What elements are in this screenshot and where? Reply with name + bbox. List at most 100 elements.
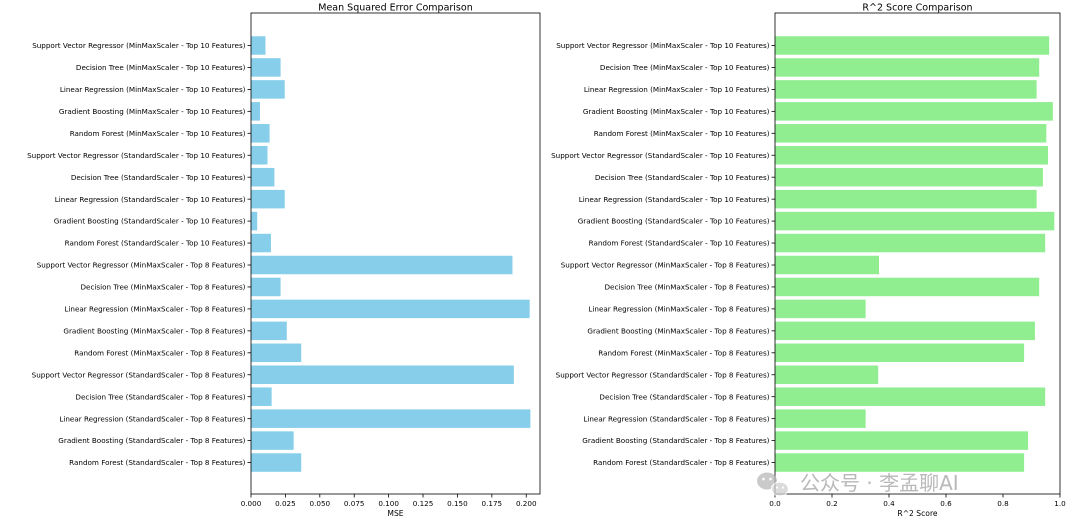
bar-mse-8 xyxy=(251,211,258,231)
category-label-mse-14: Random Forest (MinMaxScaler - Top 8 Feat… xyxy=(74,348,245,357)
category-label-r2-4: Random Forest (MinMaxScaler - Top 10 Fea… xyxy=(594,129,770,138)
xtick-label-mse-8: 0.200 xyxy=(516,499,537,508)
category-label-mse-1: Decision Tree (MinMaxScaler - Top 10 Fea… xyxy=(76,63,246,72)
bar-mse-17 xyxy=(251,409,531,428)
category-label-r2-17: Linear Regression (StandardScaler - Top … xyxy=(583,414,769,423)
category-label-r2-12: Linear Regression (MinMaxScaler - Top 8 … xyxy=(588,305,769,314)
category-label-mse-16: Decision Tree (StandardScaler - Top 8 Fe… xyxy=(75,392,245,401)
bar-r2-2 xyxy=(775,80,1037,99)
category-label-r2-8: Gradient Boosting (StandardScaler - Top … xyxy=(578,217,770,226)
chart-panel-r2: R^2 Score Comparison Support Vector Regre… xyxy=(551,3,1066,519)
bar-r2-15 xyxy=(775,365,879,384)
bar-mse-18 xyxy=(251,431,294,450)
watermark-text: 公众号 · 李孟聊AI xyxy=(800,471,959,495)
bar-r2-9 xyxy=(775,233,1046,253)
xtick-label-r2-1: 0.2 xyxy=(826,499,837,508)
bar-mse-15 xyxy=(251,365,514,384)
xtick-label-mse-6: 0.150 xyxy=(447,499,468,508)
axes-frame-r2 xyxy=(774,12,1061,495)
category-label-mse-8: Gradient Boosting (StandardScaler - Top … xyxy=(54,217,246,226)
category-label-mse-15: Support Vector Regressor (StandardScaler… xyxy=(32,370,246,379)
xtick-label-r2-5: 1.0 xyxy=(1054,499,1066,508)
category-label-mse-2: Linear Regression (MinMaxScaler - Top 10… xyxy=(60,85,246,94)
bar-r2-7 xyxy=(775,189,1037,209)
xtick-label-mse-5: 0.125 xyxy=(413,499,434,508)
bar-mse-12 xyxy=(251,299,530,319)
category-label-r2-2: Linear Regression (MinMaxScaler - Top 10… xyxy=(584,85,770,94)
category-label-r2-14: Random Forest (MinMaxScaler - Top 8 Feat… xyxy=(598,348,769,357)
xtick-label-r2-4: 0.8 xyxy=(997,499,1009,508)
bar-r2-17 xyxy=(775,409,866,428)
bar-mse-14 xyxy=(251,343,302,363)
category-label-r2-18: Gradient Boosting (StandardScaler - Top … xyxy=(582,436,769,445)
xtick-label-mse-7: 0.175 xyxy=(482,499,503,508)
bar-r2-18 xyxy=(775,431,1029,450)
bar-mse-7 xyxy=(251,189,285,209)
bar-r2-14 xyxy=(775,343,1025,363)
category-label-mse-19: Random Forest (StandardScaler - Top 8 Fe… xyxy=(69,458,246,467)
xtick-label-mse-4: 0.100 xyxy=(378,499,399,508)
bar-mse-6 xyxy=(251,167,275,187)
category-label-r2-9: Random Forest (StandardScaler - Top 10 F… xyxy=(589,239,770,248)
bar-mse-0 xyxy=(251,36,266,55)
category-label-mse-12: Linear Regression (MinMaxScaler - Top 8 … xyxy=(64,305,245,314)
category-label-r2-5: Support Vector Regressor (StandardScaler… xyxy=(551,151,770,160)
xtick-label-mse-2: 0.050 xyxy=(310,499,331,508)
category-label-mse-0: Support Vector Regressor (MinMaxScaler -… xyxy=(32,41,246,50)
bar-r2-16 xyxy=(775,387,1046,406)
x-axis-label-r2: R^2 Score xyxy=(897,509,937,518)
watermark: 公众号 · 李孟聊AI xyxy=(757,471,959,497)
bar-r2-0 xyxy=(775,36,1050,55)
category-label-mse-11: Decision Tree (MinMaxScaler - Top 8 Feat… xyxy=(81,283,246,292)
bar-r2-11 xyxy=(775,277,1040,297)
category-label-r2-16: Decision Tree (StandardScaler - Top 8 Fe… xyxy=(599,392,769,401)
bar-r2-3 xyxy=(775,102,1053,121)
bar-r2-1 xyxy=(775,58,1040,77)
category-label-mse-10: Support Vector Regressor (MinMaxScaler -… xyxy=(37,261,246,270)
category-label-mse-3: Gradient Boosting (MinMaxScaler - Top 10… xyxy=(59,107,246,116)
category-label-r2-11: Decision Tree (MinMaxScaler - Top 8 Feat… xyxy=(605,283,770,292)
bar-mse-10 xyxy=(251,255,513,275)
category-label-r2-19: Random Forest (StandardScaler - Top 8 Fe… xyxy=(593,458,770,467)
bar-mse-19 xyxy=(251,453,302,472)
bar-r2-19 xyxy=(775,453,1025,472)
chart-title-mse: Mean Squared Error Comparison xyxy=(318,3,472,14)
x-axis-label-mse: MSE xyxy=(387,509,403,518)
wechat-icon xyxy=(757,472,790,497)
bar-mse-4 xyxy=(251,124,270,143)
xtick-label-r2-0: 0.0 xyxy=(769,499,781,508)
xtick-label-mse-1: 0.025 xyxy=(275,499,296,508)
bar-r2-12 xyxy=(775,299,866,319)
bar-mse-11 xyxy=(251,277,281,297)
bar-mse-16 xyxy=(251,387,272,406)
bar-mse-1 xyxy=(251,58,281,77)
category-label-r2-1: Decision Tree (MinMaxScaler - Top 10 Fea… xyxy=(600,63,770,72)
category-label-mse-4: Random Forest (MinMaxScaler - Top 10 Fea… xyxy=(70,129,246,138)
category-label-mse-7: Linear Regression (StandardScaler - Top … xyxy=(55,195,246,204)
chart-panel-mse: Mean Squared Error Comparison Support Vec… xyxy=(27,3,541,518)
category-label-mse-6: Decision Tree (StandardScaler - Top 10 F… xyxy=(71,173,246,182)
bar-r2-8 xyxy=(775,211,1055,231)
xtick-label-mse-3: 0.075 xyxy=(344,499,365,508)
axes-frame-mse xyxy=(250,12,541,495)
bar-mse-13 xyxy=(251,321,287,341)
bar-r2-6 xyxy=(775,167,1043,187)
chart-title-r2: R^2 Score Comparison xyxy=(862,3,972,14)
bar-r2-5 xyxy=(775,146,1049,165)
bar-r2-13 xyxy=(775,321,1035,341)
xtick-label-r2-2: 0.4 xyxy=(883,499,895,508)
xtick-label-mse-0: 0.000 xyxy=(241,499,262,508)
category-label-mse-5: Support Vector Regressor (StandardScaler… xyxy=(27,151,246,160)
category-label-r2-15: Support Vector Regressor (StandardScaler… xyxy=(556,370,770,379)
category-label-mse-13: Gradient Boosting (MinMaxScaler - Top 8 … xyxy=(63,326,245,335)
xtick-label-r2-3: 0.6 xyxy=(940,499,952,508)
category-label-r2-7: Linear Regression (StandardScaler - Top … xyxy=(579,195,770,204)
category-label-r2-0: Support Vector Regressor (MinMaxScaler -… xyxy=(556,41,770,50)
bar-r2-10 xyxy=(775,255,880,275)
bar-mse-2 xyxy=(251,80,285,99)
bar-mse-9 xyxy=(251,233,271,253)
category-label-r2-10: Support Vector Regressor (MinMaxScaler -… xyxy=(561,261,770,270)
category-label-mse-17: Linear Regression (StandardScaler - Top … xyxy=(59,414,245,423)
category-label-mse-9: Random Forest (StandardScaler - Top 10 F… xyxy=(65,239,246,248)
